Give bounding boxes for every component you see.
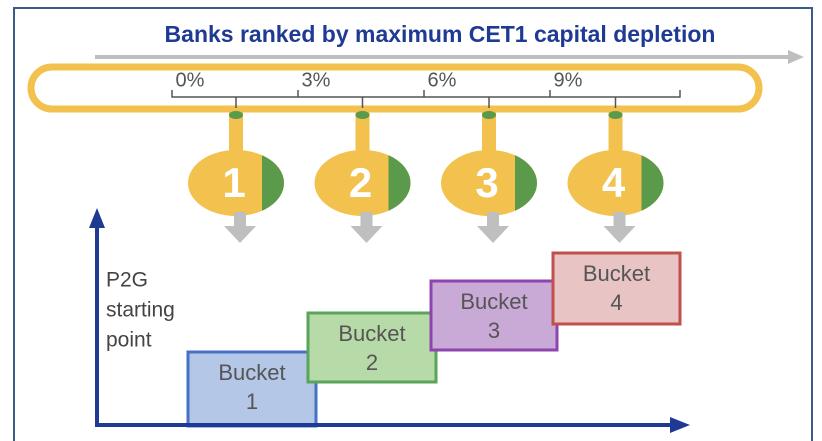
rank-badge-green: [388, 155, 411, 211]
rank-badge-green: [515, 155, 537, 211]
bucket-number: 1: [246, 389, 258, 414]
bucket: [306, 311, 438, 384]
rank-arrow-head: [788, 50, 804, 64]
stem: [355, 112, 370, 154]
bucket-label: Bucket: [583, 261, 650, 286]
scale-label: 9%: [554, 69, 583, 91]
rank-badge: [314, 150, 411, 216]
y-axis-label: starting: [106, 299, 175, 322]
stem-cap: [355, 111, 370, 119]
stem-cap: [608, 111, 623, 119]
rank-number: 3: [475, 159, 498, 206]
down-arrow: [350, 212, 383, 243]
bucket-label: Bucket: [338, 321, 405, 346]
down-arrow: [603, 212, 636, 243]
rank-badge-green: [641, 155, 664, 211]
bucket: [186, 350, 318, 428]
bucket-number: 2: [366, 350, 378, 375]
scale-label: 0%: [176, 69, 205, 91]
stem-cap: [229, 111, 243, 119]
rank-badge: [188, 150, 284, 216]
rank-number: 4: [602, 159, 626, 206]
ranking-bar: [27, 63, 763, 113]
stem: [482, 112, 496, 154]
frame: [13, 7, 813, 441]
down-arrow: [477, 212, 509, 243]
scale-label: 6%: [428, 69, 457, 91]
stem: [608, 112, 623, 154]
bucket-number: 4: [610, 290, 622, 315]
rank-number: 1: [222, 159, 245, 206]
y-axis-label: P2G: [106, 269, 148, 292]
bucket-label: Bucket: [218, 360, 285, 385]
rank-badge-green: [262, 155, 284, 211]
bucket: [551, 251, 682, 326]
bucket: [429, 279, 559, 352]
bucket-number: 3: [488, 318, 500, 343]
rank-badge: [567, 150, 664, 216]
x-axis-head: [670, 417, 690, 433]
title: Banks ranked by maximum CET1 capital dep…: [165, 21, 716, 47]
rank-number: 2: [349, 159, 372, 206]
stem: [229, 112, 243, 154]
y-axis-head: [89, 208, 105, 228]
scale: [171, 90, 681, 98]
rank-badge: [441, 150, 537, 216]
y-axis-label: point: [106, 329, 152, 352]
bucket-label: Bucket: [460, 289, 527, 314]
down-arrow: [224, 212, 256, 243]
scale-label: 3%: [302, 69, 331, 91]
stem-cap: [482, 111, 496, 119]
